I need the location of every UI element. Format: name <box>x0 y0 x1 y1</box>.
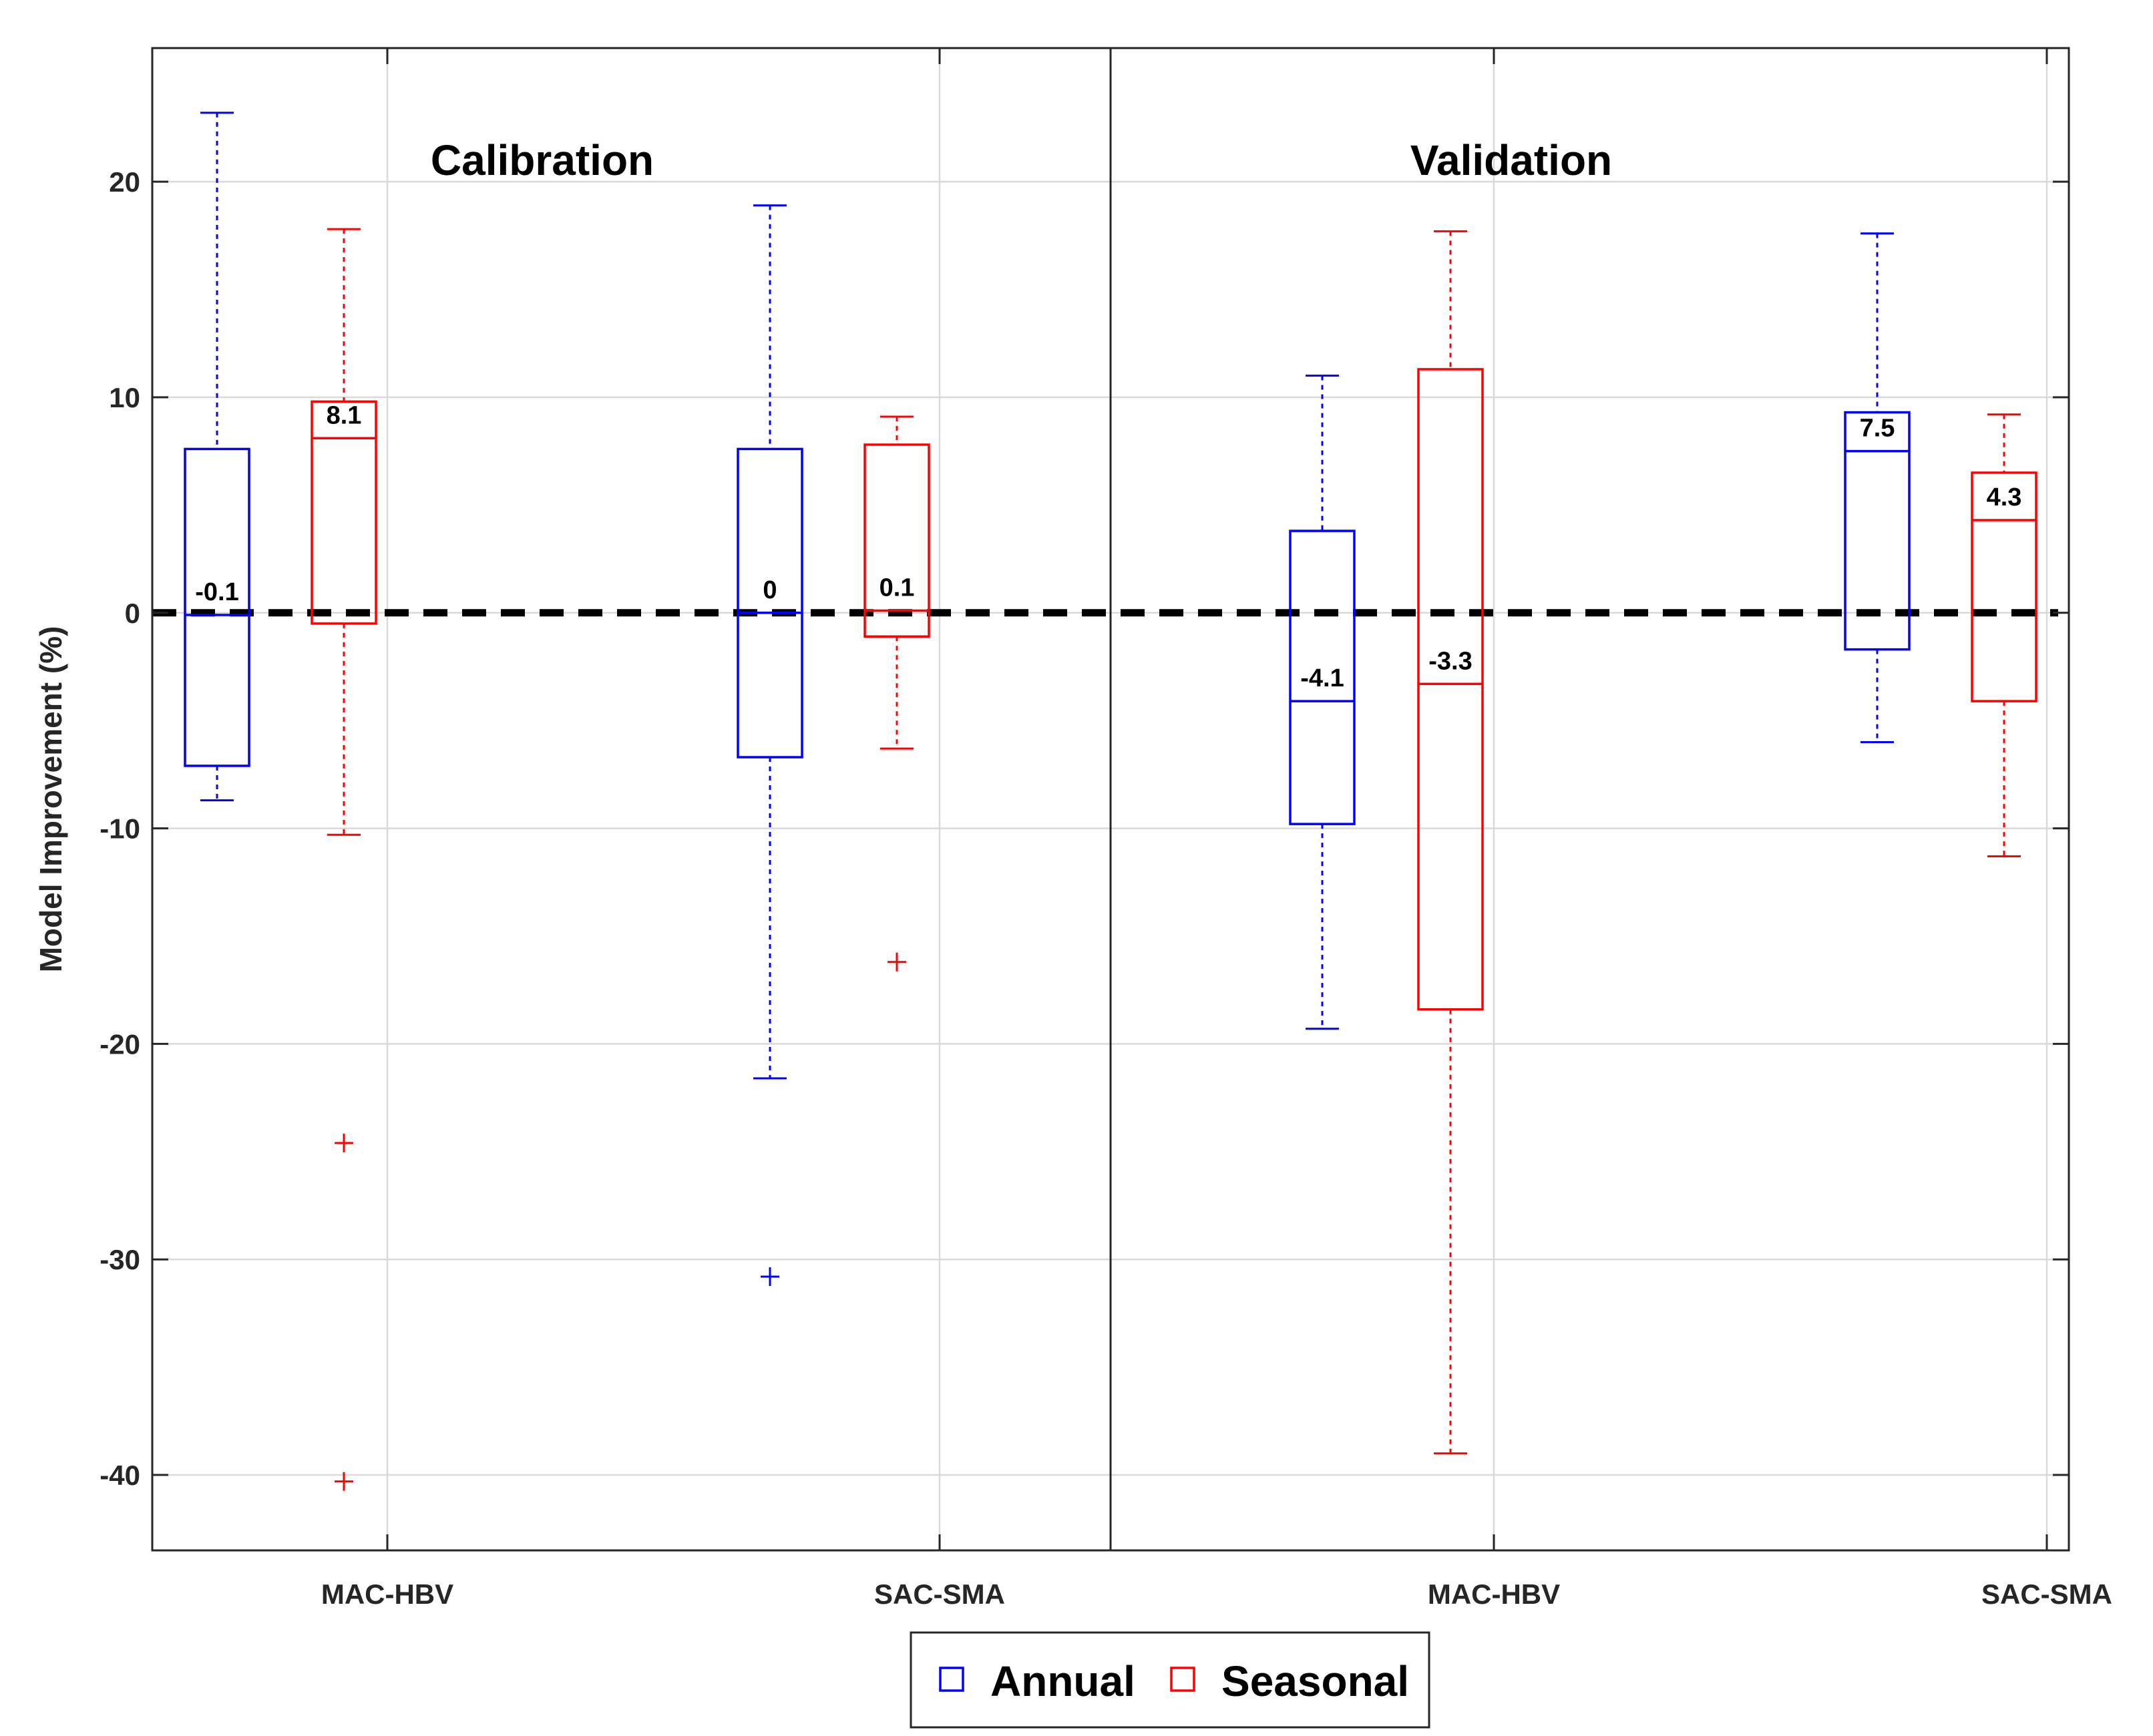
legend-swatch-annual <box>939 1667 964 1692</box>
legend-swatch-seasonal <box>1170 1667 1195 1692</box>
box-calibration-mac-hbv-annual: -0.1 <box>184 112 250 802</box>
median-label: 0.1 <box>879 574 915 602</box>
y-tick-label: 10 <box>109 382 140 413</box>
box-iqr <box>184 447 250 767</box>
x-tick-label: MAC-HBV <box>1428 1578 1560 1610</box>
box-validation-sac-sma-annual: 7.5 <box>1844 232 1911 743</box>
box-calibration-sac-sma-annual: 0 <box>737 204 803 1287</box>
box-iqr <box>1971 471 2037 702</box>
y-tick-label: -20 <box>100 1028 140 1060</box>
box-validation-mac-hbv-seasonal: -3.3 <box>1417 230 1484 1455</box>
box-validation-sac-sma-seasonal: 4.3 <box>1971 413 2037 858</box>
y-axis-ticks: 20 10 0 -10 -20 -30 -40 <box>100 166 2069 1491</box>
median-label: 7.5 <box>1860 415 1895 443</box>
y-tick-label: -40 <box>100 1460 140 1491</box>
legend-label-annual: Annual <box>990 1657 1135 1705</box>
box-iqr <box>863 443 930 638</box>
median-label: -3.3 <box>1428 647 1472 675</box>
box-calibration-sac-sma-seasonal: 0.1 <box>863 415 930 971</box>
legend-label-seasonal: Seasonal <box>1221 1657 1409 1705</box>
y-tick-label: -30 <box>100 1244 140 1275</box>
legend: Annual Seasonal <box>910 1631 1430 1729</box>
box-iqr <box>1844 411 1911 651</box>
box-iqr <box>1289 529 1356 825</box>
panel-title: Validation <box>1410 136 1612 184</box>
box-calibration-mac-hbv-seasonal: 8.1 <box>311 228 377 1491</box>
box-validation-mac-hbv-annual: -4.1 <box>1289 375 1356 1030</box>
panel-titles: Calibration Validation <box>431 136 1612 184</box>
x-axis-ticks: MAC-HBV SAC-SMA MAC-HBV SAC-SMA <box>321 48 2112 1610</box>
legend-box <box>910 1631 1430 1729</box>
median-label: 8.1 <box>327 401 362 429</box>
box-iqr <box>1417 368 1484 1011</box>
median-label: 4.3 <box>1987 483 2022 511</box>
box-iqr <box>737 447 803 758</box>
median-label: 0 <box>763 576 777 604</box>
y-tick-label: -10 <box>100 813 140 845</box>
y-axis-label: Model Improvement (%) <box>33 626 68 973</box>
y-tick-label: 20 <box>109 166 140 198</box>
x-tick-label: MAC-HBV <box>321 1578 453 1610</box>
x-tick-label: SAC-SMA <box>1981 1578 2112 1610</box>
plot-frame <box>151 47 2070 1552</box>
boxes-layer: -0.1 8.1 0 0.1 -4.1 -3.3 7.5 4.3 <box>184 112 2037 1491</box>
y-tick-label: 0 <box>125 598 140 629</box>
box-iqr <box>311 400 377 625</box>
x-tick-label: SAC-SMA <box>874 1578 1005 1610</box>
panel-title: Calibration <box>431 136 654 184</box>
median-label: -4.1 <box>1300 664 1344 692</box>
median-label: -0.1 <box>195 578 238 606</box>
